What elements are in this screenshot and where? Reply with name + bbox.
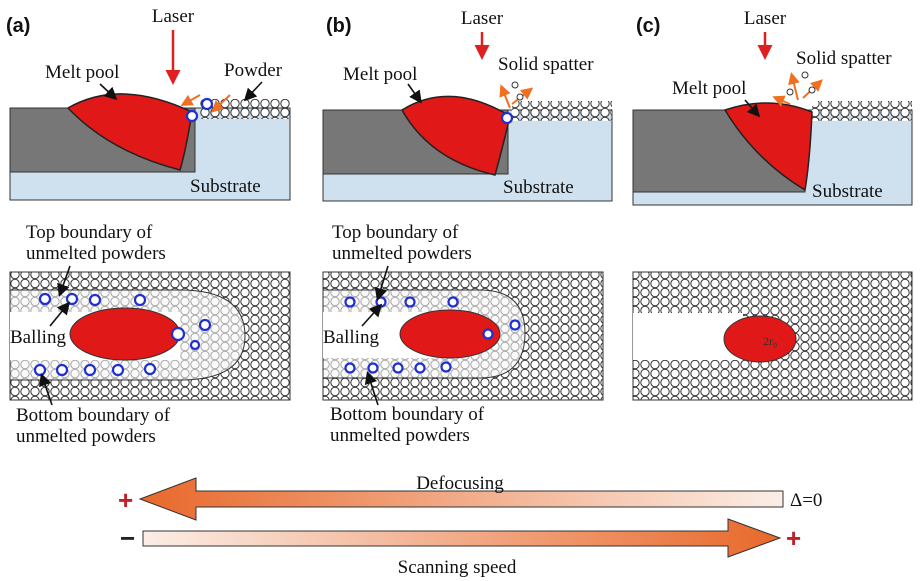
laser-label: Laser: [461, 8, 504, 29]
plus-sign: +: [118, 485, 133, 515]
melt-pool-label: Melt pool: [45, 62, 119, 83]
panel-label: (c): [636, 15, 660, 37]
figure: (a) Laser Melt pool Powder Substrate Top…: [0, 0, 924, 581]
bottom-boundary-label: Bottom boundary of: [16, 405, 171, 426]
substrate-label: Substrate: [812, 181, 883, 202]
panel-b: (b) Laser Solid spatter Melt pool Substr…: [323, 8, 612, 446]
substrate-label: Substrate: [190, 176, 261, 197]
trend-arrows: Defocusing Δ=0 + − + Scanning speed: [118, 473, 822, 578]
panel-label: (b): [326, 15, 352, 37]
panel-a: (a) Laser Melt pool Powder Substrate Top…: [6, 6, 290, 447]
spot-label: 2r₀: [763, 334, 777, 348]
scanning-speed-label: Scanning speed: [398, 557, 517, 578]
top-boundary-label: unmelted powders: [332, 243, 472, 264]
laser-label: Laser: [744, 8, 787, 29]
top-boundary-label: Top boundary of: [26, 222, 153, 243]
substrate-label: Substrate: [503, 177, 574, 198]
defocusing-label: Defocusing: [416, 473, 504, 494]
powder-label: Powder: [224, 60, 283, 81]
spatter-label: Solid spatter: [498, 54, 594, 75]
top-boundary-label: Top boundary of: [332, 222, 459, 243]
balling-label: Balling: [10, 327, 66, 348]
panel-c: (c) Laser Solid spatter Melt pool Substr…: [633, 8, 912, 400]
spatter-label: Solid spatter: [796, 48, 892, 69]
panel-label: (a): [6, 15, 30, 37]
balling-label: Balling: [323, 327, 379, 348]
plus-sign: +: [786, 523, 801, 553]
melt-pool-label: Melt pool: [343, 64, 417, 85]
delta-label: Δ=0: [790, 490, 822, 511]
laser-label: Laser: [152, 6, 195, 27]
top-boundary-label: unmelted powders: [26, 243, 166, 264]
melt-pool-label: Melt pool: [672, 78, 746, 99]
minus-sign: −: [120, 523, 135, 553]
bottom-boundary-label: unmelted powders: [330, 425, 470, 446]
bottom-boundary-label: unmelted powders: [16, 426, 156, 447]
bottom-boundary-label: Bottom boundary of: [330, 404, 485, 425]
